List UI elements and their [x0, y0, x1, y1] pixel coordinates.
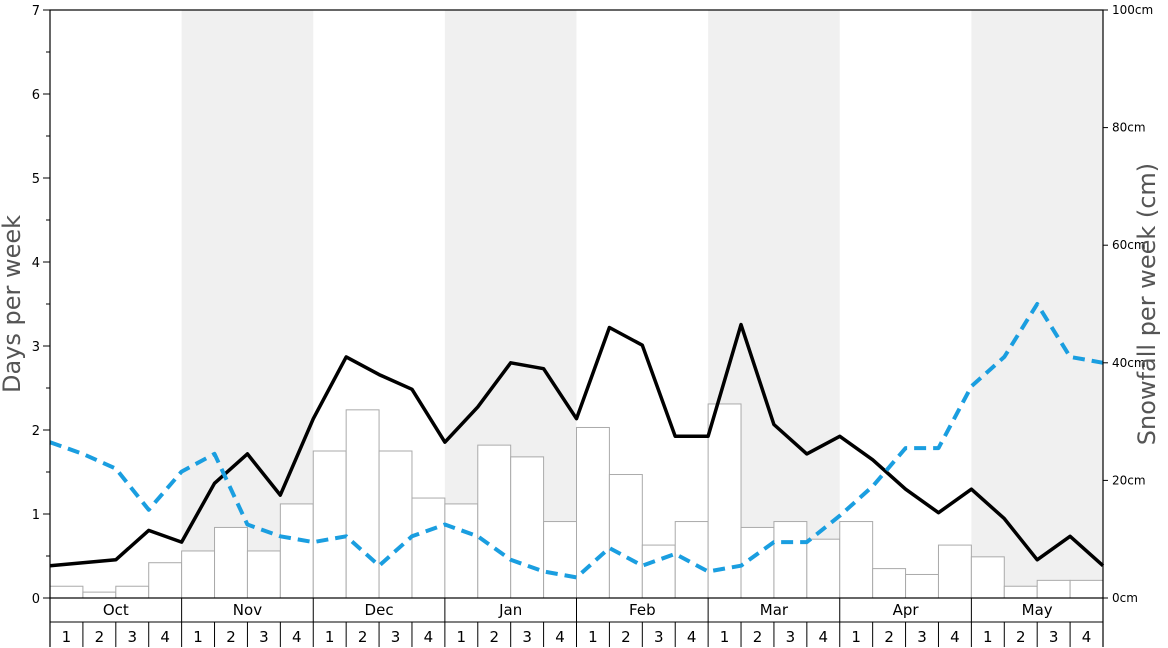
week-label: 4: [555, 628, 565, 646]
right-tick-label: 0cm: [1112, 591, 1138, 605]
week-label: 2: [358, 628, 368, 646]
bar: [279, 503, 314, 599]
week-label: 1: [62, 628, 72, 646]
month-shading: [181, 10, 1103, 598]
month-label: Apr: [893, 601, 920, 619]
week-label: 2: [753, 628, 763, 646]
right-axis-label: Snowfall per week (cm): [1133, 163, 1161, 445]
week-label: 2: [621, 628, 631, 646]
bar: [214, 526, 248, 599]
left-tick-label: 1: [32, 508, 40, 523]
week-label: 4: [687, 628, 697, 646]
dashed-series-line: [49, 302, 1104, 580]
left-tick-label: 6: [32, 88, 40, 103]
bar: [872, 568, 907, 599]
bar: [905, 573, 939, 599]
right-tick-label: 80cm: [1112, 121, 1146, 135]
week-label: 3: [917, 628, 927, 646]
right-tick-label: 100cm: [1112, 3, 1153, 17]
bar: [181, 550, 216, 599]
left-tick-label: 4: [32, 256, 40, 271]
week-label: 3: [391, 628, 401, 646]
week-label: 3: [127, 628, 137, 646]
bar: [477, 444, 512, 599]
week-label: 4: [1082, 628, 1092, 646]
week-label: 4: [292, 628, 302, 646]
month-label: May: [1022, 601, 1053, 619]
left-tick-label: 2: [32, 424, 40, 439]
week-label: 4: [424, 628, 434, 646]
bar: [1003, 585, 1038, 599]
bar: [49, 585, 84, 599]
week-label: 1: [588, 628, 598, 646]
bar: [674, 521, 709, 599]
left-axis-label: Days per week: [0, 215, 26, 393]
bar: [543, 521, 577, 599]
week-label: 3: [1049, 628, 1059, 646]
bar: [411, 497, 446, 599]
week-label: 4: [819, 628, 829, 646]
week-label: 3: [654, 628, 664, 646]
week-label: 2: [884, 628, 894, 646]
week-label: 1: [325, 628, 335, 646]
snow-days-bars: [49, 403, 1104, 599]
snowfall-lines: [49, 302, 1105, 580]
week-label: 2: [95, 628, 105, 646]
month-label: Jan: [498, 601, 522, 619]
bar: [1036, 579, 1071, 599]
bar: [970, 556, 1005, 599]
bar: [82, 591, 117, 599]
week-label: 2: [1016, 628, 1026, 646]
month-label: Oct: [103, 601, 129, 619]
week-label: 1: [983, 628, 993, 646]
bar: [345, 409, 380, 599]
left-tick-label: 7: [32, 4, 40, 19]
week-label: 1: [457, 628, 467, 646]
week-label: 1: [851, 628, 861, 646]
bar: [740, 526, 775, 599]
week-label: 3: [259, 628, 269, 646]
week-label: 4: [160, 628, 170, 646]
month-label: Nov: [233, 601, 262, 619]
right-tick-label: 40cm: [1112, 356, 1146, 370]
week-label: 1: [193, 628, 203, 646]
bar: [510, 456, 545, 599]
bar: [246, 550, 281, 599]
bar: [806, 538, 841, 599]
bar: [937, 544, 972, 599]
month-label: Mar: [760, 601, 789, 619]
bar: [641, 544, 676, 599]
week-label: 3: [786, 628, 796, 646]
left-tick-label: 3: [32, 340, 40, 355]
right-tick-label: 60cm: [1112, 238, 1146, 252]
month-label: Dec: [365, 601, 394, 619]
bar: [1069, 579, 1104, 599]
bar: [148, 562, 183, 599]
week-label: 2: [226, 628, 236, 646]
month-label: Feb: [629, 601, 656, 619]
week-label: 3: [522, 628, 532, 646]
bar: [839, 521, 874, 599]
left-tick-label: 0: [32, 592, 40, 607]
week-label: 1: [720, 628, 730, 646]
week-label: 2: [489, 628, 499, 646]
right-tick-label: 20cm: [1112, 473, 1146, 487]
bar: [115, 585, 150, 599]
week-label: 4: [950, 628, 960, 646]
bar: [773, 521, 808, 599]
bar: [608, 474, 643, 599]
axes: 0 1 2 3 4 5 6 7 0cm 20cm 40cm 60cm 80cm 100cm Oct 1 2 3 4 N…: [32, 3, 1153, 647]
bar: [378, 450, 413, 599]
bar: [312, 450, 347, 599]
left-tick-label: 5: [32, 172, 40, 187]
bar: [444, 503, 479, 599]
